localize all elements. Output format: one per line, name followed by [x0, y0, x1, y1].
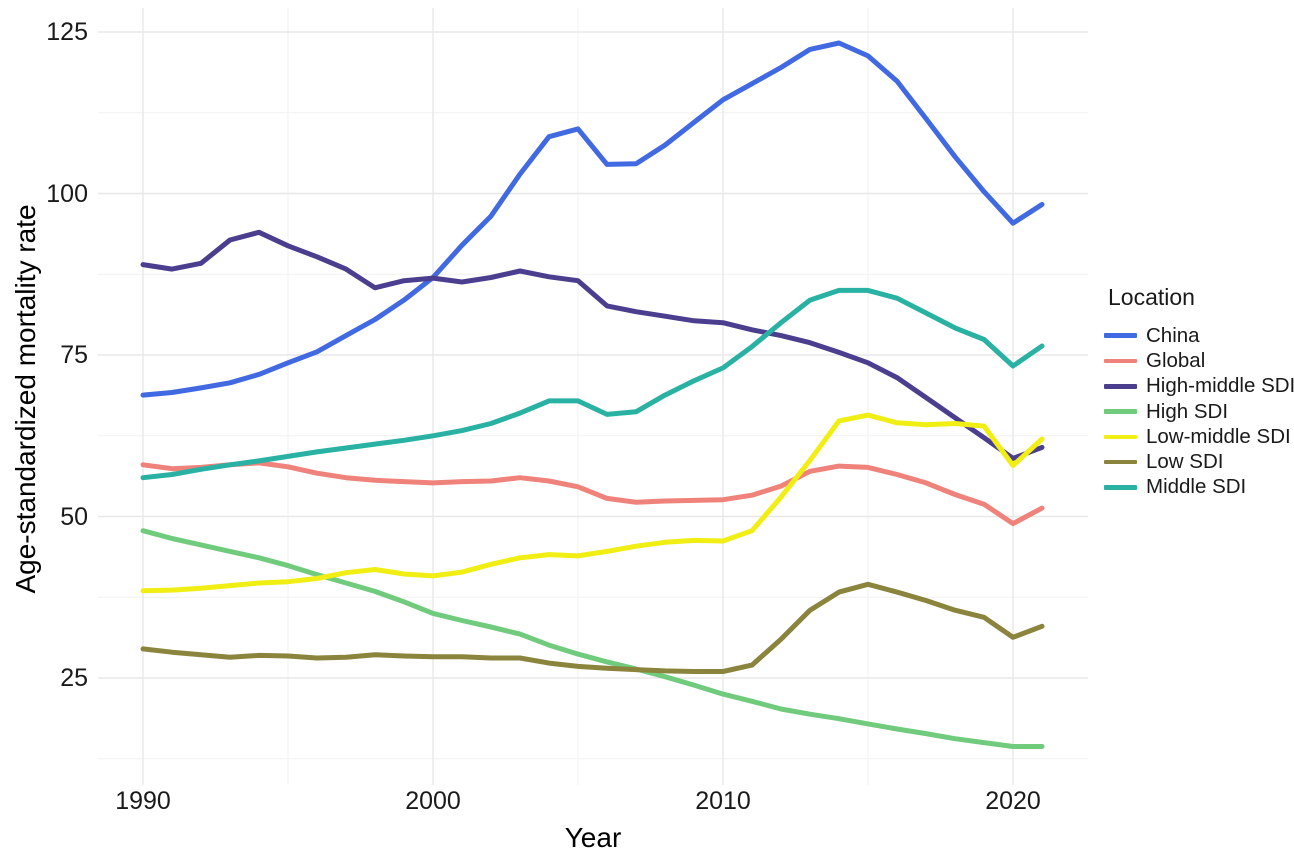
- x-tick-label: 2020: [985, 787, 1041, 815]
- series-line-high-middle-sdi: [140, 229, 1045, 461]
- legend: Location China Global High-middle SDI High …: [1104, 284, 1294, 500]
- y-tick-label: 100: [46, 179, 88, 208]
- legend-item-high-middle-sdi: High-middle SDI: [1104, 374, 1294, 399]
- series-line-global: [140, 460, 1045, 527]
- y-tick-label: 25: [60, 664, 88, 692]
- y-tick-label: 75: [60, 341, 88, 369]
- legend-item-high-sdi: High SDI: [1104, 399, 1294, 424]
- y-tick-label: 125: [46, 18, 88, 46]
- legend-item-china: China: [1104, 323, 1294, 348]
- legend-swatch: [1104, 383, 1137, 389]
- y-axis-title: Age-standardized mortality rate: [10, 204, 41, 594]
- legend-items: China Global High-middle SDI High SDI Low-mi…: [1104, 323, 1294, 500]
- x-tick-label: 1990: [115, 787, 171, 815]
- legend-item-middle-sdi: Middle SDI: [1104, 475, 1294, 500]
- x-tick-label: 2010: [695, 787, 751, 815]
- legend-swatch: [1104, 434, 1137, 440]
- legend-label: Global: [1146, 348, 1206, 372]
- series-line-low-middle-sdi: [140, 412, 1045, 594]
- legend-label: High SDI: [1146, 399, 1229, 423]
- legend-title: Location: [1108, 284, 1195, 310]
- series-line-low-sdi: [140, 581, 1045, 674]
- series-line-middle-sdi: [140, 287, 1045, 481]
- legend-item-low-sdi: Low SDI: [1104, 449, 1294, 474]
- legend-item-low-middle-sdi: Low-middle SDI: [1104, 424, 1294, 449]
- legend-swatch: [1104, 409, 1137, 414]
- series-line-high-sdi: [140, 528, 1045, 749]
- legend-label: Middle SDI: [1146, 475, 1247, 499]
- legend-label: High-middle SDI: [1146, 374, 1294, 398]
- series-line-china: [140, 40, 1045, 398]
- x-axis-title: Year: [564, 822, 622, 853]
- legend-swatch: [1104, 459, 1137, 465]
- legend-item-global: Global: [1104, 348, 1294, 373]
- legend-label: China: [1146, 323, 1200, 347]
- legend-swatch: [1104, 333, 1137, 338]
- legend-swatch: [1104, 358, 1137, 364]
- legend-label: Low-middle SDI: [1146, 424, 1291, 448]
- y-tick-label: 50: [60, 502, 88, 531]
- legend-label: Low SDI: [1146, 450, 1224, 474]
- legend-swatch: [1104, 485, 1137, 490]
- x-tick-label: 2000: [405, 787, 461, 815]
